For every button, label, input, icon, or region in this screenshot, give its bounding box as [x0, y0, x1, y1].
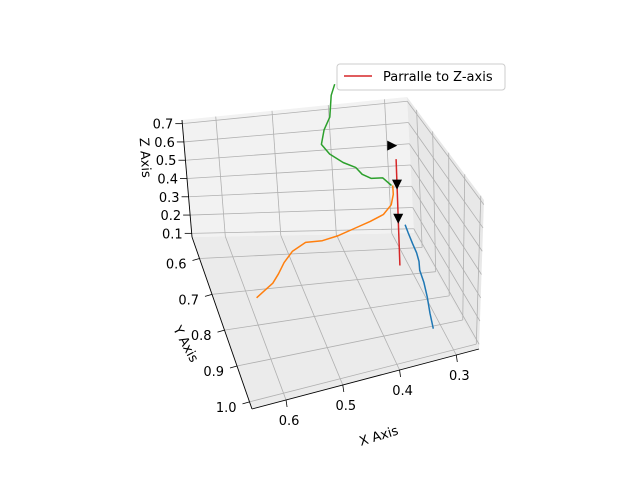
floor-grid-line — [335, 234, 400, 371]
side-grid-line — [411, 186, 482, 298]
back-grid-line — [186, 164, 411, 179]
y-tick-mark — [217, 329, 225, 333]
x-tick-label: 0.5 — [335, 399, 356, 414]
back-grid-line — [188, 185, 412, 198]
side-grid-line — [410, 164, 482, 275]
back-grid-line — [190, 207, 413, 216]
x-tick-label: 0.3 — [449, 369, 470, 384]
floor-grid-line — [236, 319, 463, 367]
y-tick-mark — [242, 401, 250, 405]
z-tick-label: 0.6 — [154, 136, 175, 151]
triangle-marker-2 — [387, 140, 398, 151]
series-line-0 — [404, 224, 435, 329]
x-axis-label: X Axis — [358, 424, 401, 450]
z-tick-label: 0.5 — [156, 154, 177, 169]
legend-label: Parralle to Z-axis — [383, 70, 493, 85]
grid-lines — [182, 99, 485, 403]
floor-pane — [192, 233, 479, 409]
y-tick-mark — [229, 365, 238, 369]
z-tick-label: 0.4 — [157, 173, 178, 188]
floor-grid-line — [224, 236, 287, 401]
y-tick-mark — [204, 293, 213, 297]
y-tick-mark — [192, 258, 200, 261]
z-tick-label: 0.7 — [153, 118, 174, 133]
x-tick-mark — [455, 354, 458, 363]
z-tick-label: 0.3 — [159, 191, 180, 206]
floor-grid-line — [391, 233, 457, 356]
back-grid-line — [183, 122, 409, 143]
floor-grid-line — [280, 235, 344, 386]
side-grid-line — [406, 101, 485, 205]
x-axis-line — [251, 348, 480, 410]
x-tick-label: 0.4 — [392, 384, 413, 399]
y-axis-line — [191, 236, 253, 410]
x-tick-label: 0.6 — [279, 414, 300, 429]
z-tick-label: 0.2 — [160, 209, 181, 224]
floor-grid-line — [224, 295, 450, 331]
y-tick-label: 0.6 — [166, 258, 187, 273]
floor-grid-line — [199, 247, 423, 259]
tick-labels: 0.3 0.4 0.5 0.6 0.6 0.7 0.8 0.9 1.0 0.1 0.2 0.3 0.4 0… — [153, 118, 470, 429]
floor-grid-line — [249, 343, 477, 403]
side-grid-line — [407, 122, 484, 229]
side-grid-line — [412, 207, 481, 322]
triangle-marker-1 — [391, 179, 402, 190]
back-grid-line — [182, 100, 408, 125]
y-tick-label: 0.7 — [178, 293, 199, 308]
back-grid-line — [185, 143, 410, 161]
z-tick-label: 0.1 — [162, 227, 183, 242]
triangle-marker-0 — [393, 213, 404, 224]
series-line-2 — [320, 83, 392, 187]
z-axis-label: Z Axis — [136, 137, 154, 178]
data-series — [256, 83, 435, 329]
y-tick-label: 0.9 — [203, 365, 224, 380]
floor-grid-line — [211, 271, 436, 295]
legend: Parralle to Z-axis — [336, 63, 506, 91]
x-tick-mark — [399, 369, 401, 378]
series-line-parallel-z — [395, 159, 401, 266]
back-grid-line — [191, 228, 414, 234]
series-line-1 — [256, 185, 395, 299]
x-tick-mark — [285, 399, 288, 408]
legend-frame — [336, 63, 506, 91]
side-grid-line — [409, 143, 483, 252]
x-tick-mark — [342, 384, 345, 393]
data-markers — [387, 140, 404, 224]
side-grid-line — [413, 228, 480, 345]
y-tick-label: 1.0 — [216, 401, 237, 416]
side-pane — [407, 97, 484, 349]
y-tick-label: 0.8 — [191, 329, 212, 344]
back-pane — [182, 97, 414, 237]
